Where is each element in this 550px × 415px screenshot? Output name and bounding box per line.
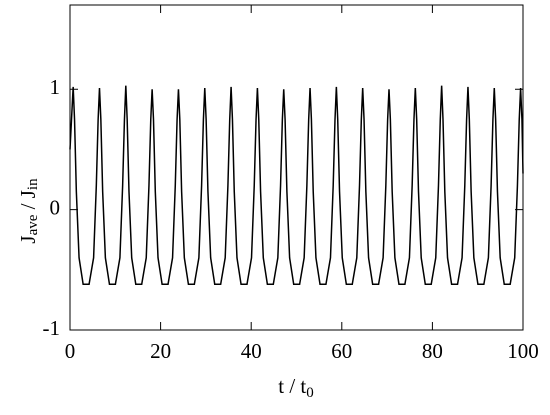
label-text: J xyxy=(16,235,40,243)
y-axis-label: Jave / Jin xyxy=(16,178,41,244)
subscript: in xyxy=(25,178,41,190)
x-tick-label: 20 xyxy=(150,339,171,363)
x-tick-label: 100 xyxy=(507,339,539,363)
x-tick-label: 40 xyxy=(241,339,262,363)
x-axis-label: t / t0 xyxy=(278,374,314,401)
subscript: ave xyxy=(25,214,41,235)
subscript: 0 xyxy=(306,385,314,401)
label-text: t / t xyxy=(278,374,306,398)
y-tick-label: 1 xyxy=(50,75,61,99)
x-tick-label: 80 xyxy=(422,339,443,363)
y-tick-label: -1 xyxy=(43,316,61,340)
label-text: / J xyxy=(16,190,40,215)
x-tick-label: 0 xyxy=(65,339,76,363)
plot-frame xyxy=(69,4,524,331)
data-line xyxy=(69,85,524,286)
y-tick-label: 0 xyxy=(50,195,61,219)
x-tick-label: 60 xyxy=(331,339,352,363)
